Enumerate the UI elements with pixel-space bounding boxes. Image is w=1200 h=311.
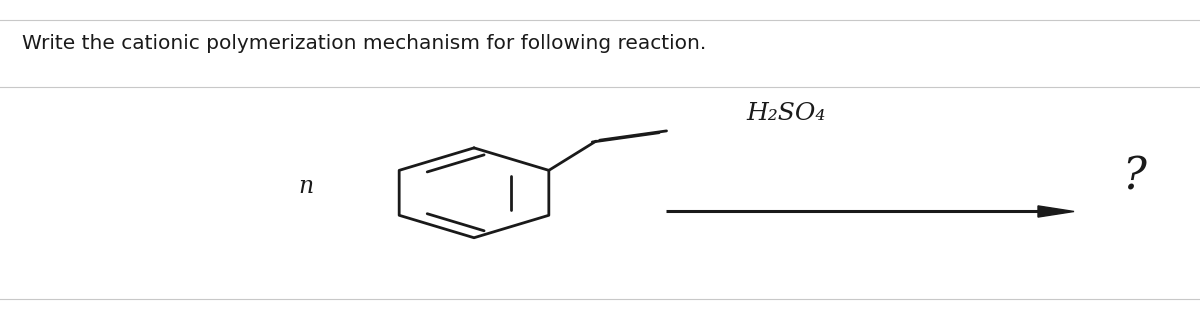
Text: n: n <box>299 175 313 198</box>
Polygon shape <box>1038 206 1074 217</box>
Text: ?: ? <box>1122 156 1146 199</box>
Text: H₂SO₄: H₂SO₄ <box>746 102 826 125</box>
Text: Write the cationic polymerization mechanism for following reaction.: Write the cationic polymerization mechan… <box>22 34 706 53</box>
